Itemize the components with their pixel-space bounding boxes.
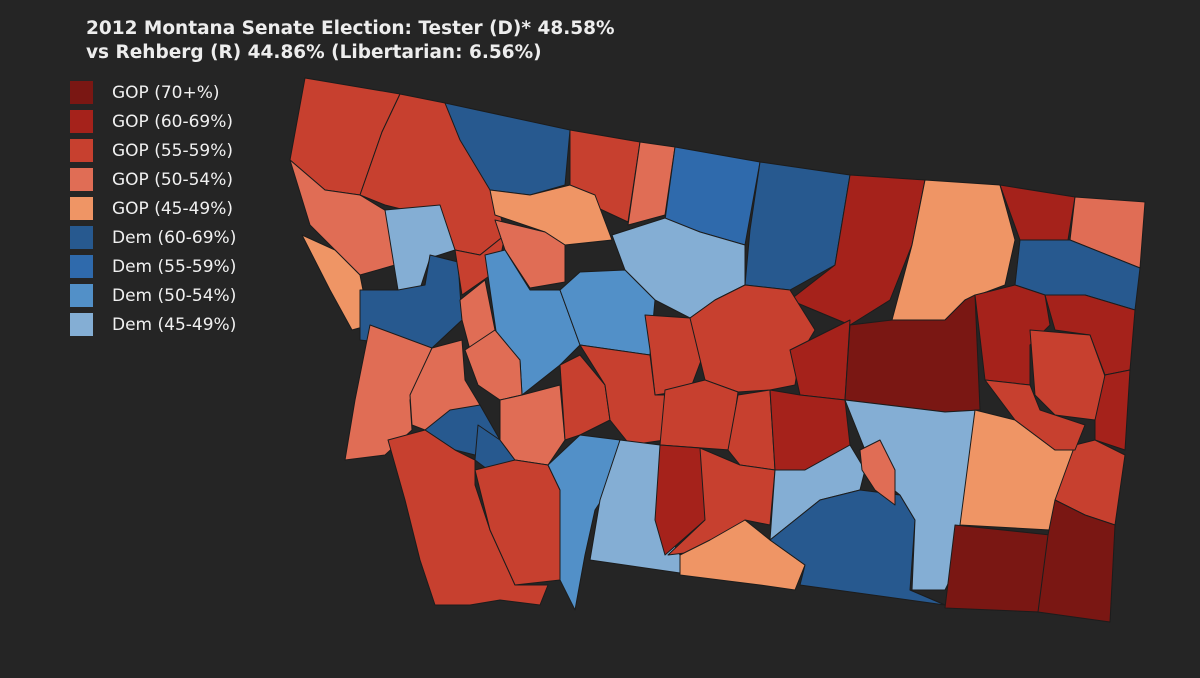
legend-swatch bbox=[70, 284, 93, 307]
legend-item-gop-55: GOP (55-59%) bbox=[70, 136, 236, 165]
legend-item-gop-70: GOP (70+%) bbox=[70, 78, 236, 107]
legend-swatch bbox=[70, 81, 93, 104]
county-region bbox=[547, 434, 621, 611]
county-region bbox=[499, 384, 566, 466]
county-region bbox=[859, 439, 896, 506]
legend-label: GOP (50-54%) bbox=[112, 169, 234, 190]
legend-swatch bbox=[70, 313, 93, 336]
legend: GOP (70+%) GOP (60-69%) GOP (55-59%) GOP… bbox=[70, 78, 236, 339]
legend-item-gop-45: GOP (45-49%) bbox=[70, 194, 236, 223]
legend-item-gop-50: GOP (50-54%) bbox=[70, 165, 236, 194]
legend-label: Dem (55-59%) bbox=[112, 256, 237, 277]
legend-label: GOP (45-49%) bbox=[112, 198, 234, 219]
legend-label: Dem (50-54%) bbox=[112, 285, 237, 306]
map-title-line-1: 2012 Montana Senate Election: Tester (D)… bbox=[86, 18, 615, 39]
legend-swatch bbox=[70, 197, 93, 220]
legend-label: Dem (60-69%) bbox=[112, 227, 237, 248]
county-region bbox=[1037, 499, 1116, 623]
legend-label: GOP (70+%) bbox=[112, 82, 220, 103]
county-region bbox=[1094, 369, 1131, 451]
map-title: 2012 Montana Senate Election: Tester (D)… bbox=[86, 17, 646, 65]
legend-swatch bbox=[70, 168, 93, 191]
legend-swatch bbox=[70, 226, 93, 249]
legend-label: Dem (45-49%) bbox=[112, 314, 237, 335]
county-region bbox=[659, 379, 739, 451]
county-region bbox=[769, 489, 946, 606]
county-region bbox=[387, 429, 549, 606]
legend-item-gop-60: GOP (60-69%) bbox=[70, 107, 236, 136]
legend-label: GOP (55-59%) bbox=[112, 140, 234, 161]
legend-swatch bbox=[70, 110, 93, 133]
county-region bbox=[489, 184, 613, 246]
county-region bbox=[944, 524, 1051, 613]
county-region bbox=[984, 379, 1086, 451]
legend-swatch bbox=[70, 255, 93, 278]
legend-item-dem-60: Dem (60-69%) bbox=[70, 223, 236, 252]
legend-label: GOP (60-69%) bbox=[112, 111, 234, 132]
map-title-line-2: vs Rehberg (R) 44.86% (Libertarian: 6.56… bbox=[86, 42, 542, 63]
legend-item-dem-45: Dem (45-49%) bbox=[70, 310, 236, 339]
legend-item-dem-55: Dem (55-59%) bbox=[70, 252, 236, 281]
county-region bbox=[627, 141, 676, 226]
legend-item-dem-50: Dem (50-54%) bbox=[70, 281, 236, 310]
legend-swatch bbox=[70, 139, 93, 162]
